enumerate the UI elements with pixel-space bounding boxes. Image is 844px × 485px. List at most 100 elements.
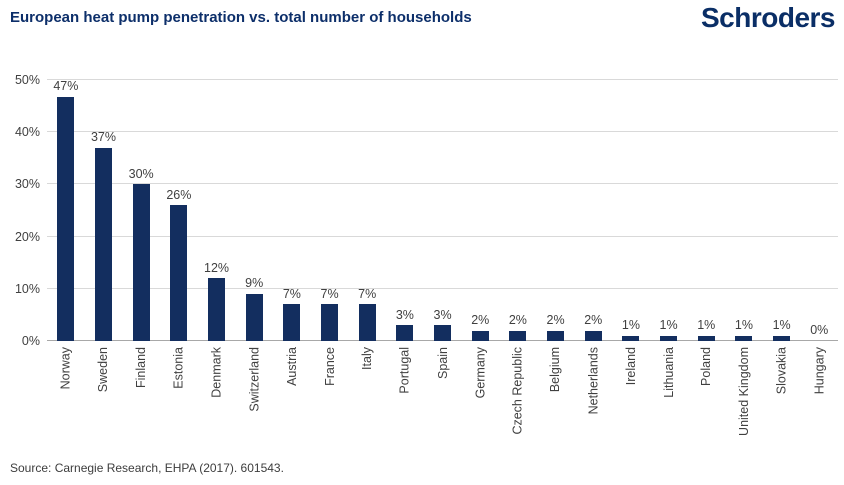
x-axis-label: Slovakia bbox=[774, 347, 789, 395]
bar-value-label: 1% bbox=[772, 318, 791, 333]
bar bbox=[735, 335, 753, 341]
x-axis-label-cell: Italy bbox=[348, 345, 386, 459]
y-tick-label: 0% bbox=[21, 334, 40, 348]
x-axis-label-cell: France bbox=[311, 345, 349, 459]
gridline bbox=[47, 79, 838, 80]
bar-column: 26% bbox=[160, 80, 198, 341]
bar bbox=[283, 304, 301, 341]
x-axis-label: Netherlands bbox=[586, 347, 601, 415]
bar-value-label: 0% bbox=[810, 323, 829, 338]
x-axis-label: Spain bbox=[435, 347, 450, 379]
bar-value-label: 3% bbox=[433, 307, 452, 322]
bar-column: 37% bbox=[85, 80, 123, 341]
bar-column: 1% bbox=[650, 80, 688, 341]
bar-value-label: 2% bbox=[508, 312, 527, 327]
x-axis-label-cell: Switzerland bbox=[235, 345, 273, 459]
x-axis-label-cell: Estonia bbox=[160, 345, 198, 459]
x-axis-label-cell: Austria bbox=[273, 345, 311, 459]
bar bbox=[95, 147, 112, 341]
bar-column: 1% bbox=[725, 80, 763, 341]
bar-value-label: 9% bbox=[245, 276, 264, 291]
bar-column: 1% bbox=[687, 80, 725, 341]
x-axis-labels: Norway Sweden Finland Estonia Denmark Switzer… bbox=[47, 345, 838, 459]
x-axis-label: Sweden bbox=[96, 347, 111, 393]
x-axis-label-cell: Slovakia bbox=[763, 345, 801, 459]
x-axis-label: Belgium bbox=[548, 347, 563, 393]
x-axis-label-cell: Ireland bbox=[612, 345, 650, 459]
y-tick-label: 40% bbox=[14, 125, 40, 140]
x-axis-label-cell: Sweden bbox=[85, 345, 123, 459]
bar bbox=[584, 330, 602, 341]
x-axis-label-cell: Portugal bbox=[386, 345, 424, 459]
bar-value-label: 1% bbox=[734, 318, 753, 333]
x-axis-label-cell: Netherlands bbox=[574, 345, 612, 459]
bar bbox=[471, 330, 489, 341]
y-tick-label: 10% bbox=[14, 281, 40, 296]
bar-column: 2% bbox=[461, 80, 499, 341]
x-axis-label: Czech Republic bbox=[510, 347, 525, 435]
bar-value-label: 12% bbox=[204, 260, 230, 275]
bar bbox=[245, 294, 263, 341]
bar bbox=[773, 335, 791, 341]
x-axis-label-cell: Germany bbox=[461, 345, 499, 459]
x-axis-label: Austria bbox=[284, 347, 299, 386]
x-axis-label-cell: Lithuania bbox=[650, 345, 688, 459]
x-axis-label-cell: Spain bbox=[424, 345, 462, 459]
bar bbox=[547, 330, 565, 341]
source-note: Source: Carnegie Research, EHPA (2017). … bbox=[10, 461, 284, 475]
bar bbox=[57, 96, 75, 341]
bar-column: 2% bbox=[574, 80, 612, 341]
bar-value-label: 26% bbox=[166, 187, 192, 202]
bar-column: 30% bbox=[122, 80, 160, 341]
bar bbox=[358, 304, 376, 341]
x-axis-label-cell: Norway bbox=[47, 345, 85, 459]
bar bbox=[697, 335, 715, 341]
x-axis-label: Denmark bbox=[209, 347, 224, 398]
bar-value-label: 3% bbox=[395, 307, 414, 322]
y-tick-label: 20% bbox=[14, 229, 40, 244]
bar-column: 7% bbox=[273, 80, 311, 341]
x-axis-label: Norway bbox=[58, 347, 73, 390]
y-tick-label: 30% bbox=[14, 177, 40, 192]
bar bbox=[509, 330, 527, 341]
bar-value-label: 2% bbox=[471, 312, 490, 327]
x-axis-label: Hungary bbox=[812, 347, 827, 395]
bar-value-label: 7% bbox=[282, 286, 301, 301]
bar bbox=[208, 278, 226, 341]
bar-column: 1% bbox=[763, 80, 801, 341]
bar bbox=[132, 184, 150, 341]
bar-column: 7% bbox=[348, 80, 386, 341]
bar-value-label: 2% bbox=[546, 312, 565, 327]
x-axis-label-cell: United Kingdom bbox=[725, 345, 763, 459]
bar-value-label: 37% bbox=[90, 130, 117, 145]
bar-column: 2% bbox=[499, 80, 537, 341]
x-axis-label-cell: Czech Republic bbox=[499, 345, 537, 459]
gridline bbox=[47, 235, 838, 237]
x-axis-label-cell: Belgium bbox=[537, 345, 575, 459]
x-axis-label: Portugal bbox=[397, 347, 412, 394]
bar bbox=[660, 335, 678, 341]
x-axis-label-cell: Hungary bbox=[800, 345, 838, 459]
y-tick-label: 50% bbox=[14, 73, 40, 87]
x-axis-label: Poland bbox=[699, 347, 714, 386]
bar-column: 3% bbox=[424, 80, 462, 341]
gridline bbox=[47, 287, 838, 289]
x-axis-label: Germany bbox=[473, 347, 488, 399]
x-axis-label-cell: Finland bbox=[122, 345, 160, 459]
bars-row: 47% 37% 30% 26% 12% 9% 7% 7% 7% 3% 3% 2% 2% 2% 2% 1% 1% 1… bbox=[47, 79, 838, 341]
schroders-logo: Schroders bbox=[701, 2, 836, 33]
bar-column: 47% bbox=[47, 79, 85, 341]
x-axis-label: France bbox=[322, 347, 337, 386]
bar-value-label: 1% bbox=[659, 318, 678, 333]
bar-column: 2% bbox=[537, 80, 575, 341]
plot-area: 0% 10% 20% 30% 40% 50% 47% 37% 30% 26% 12% 9% 7% 7% 7… bbox=[15, 73, 838, 348]
gridline bbox=[47, 183, 838, 185]
bar bbox=[170, 205, 188, 341]
x-axis-label-cell: Denmark bbox=[198, 345, 236, 459]
x-axis-label-cell: Poland bbox=[687, 345, 725, 459]
x-axis-label: Ireland bbox=[623, 347, 638, 386]
bar-value-label: 1% bbox=[697, 318, 716, 333]
bar-column: 1% bbox=[612, 80, 650, 341]
bar-value-label: 47% bbox=[53, 79, 79, 93]
